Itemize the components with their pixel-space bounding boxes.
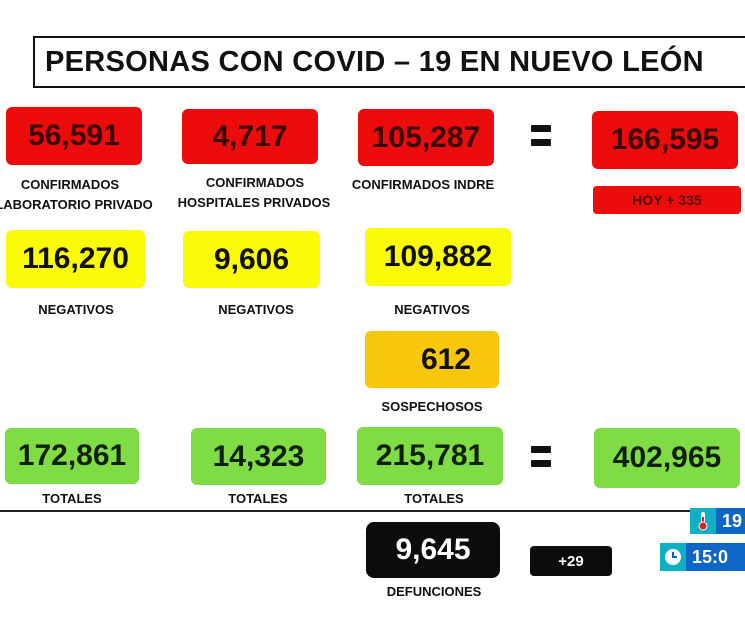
- thermometer-icon: [690, 508, 716, 534]
- totals-indre-label: TOTALES: [404, 491, 464, 506]
- confirmed-lab-label-line1: CONFIRMADOS: [20, 177, 120, 192]
- confirmed-indre-value: 105,287: [358, 109, 494, 166]
- negative-hosp-label: NEGATIVOS: [218, 302, 294, 317]
- confirmed-hosp-label-line1: CONFIRMADOS: [205, 175, 305, 190]
- totals-hosp-label: TOTALES: [228, 491, 288, 506]
- negative-lab-private-value: 116,270: [6, 230, 145, 288]
- clock-time: 15:0: [692, 546, 729, 567]
- confirmed-hosp-label-line2: HOSPITALES PRIVADOS: [177, 195, 331, 210]
- divider-line: [0, 510, 745, 512]
- negative-hosp-private-value: 9,606: [183, 231, 320, 288]
- page-title: PERSONAS CON COVID – 19 EN NUEVO LEÓN: [33, 36, 745, 88]
- clock-icon: [660, 543, 686, 571]
- negative-indre-label: NEGATIVOS: [394, 302, 470, 317]
- deaths-label: DEFUNCIONES: [386, 584, 482, 599]
- totals-hosp-private-value: 14,323: [191, 428, 326, 485]
- confirmed-indre-label: CONFIRMADOS INDRE: [351, 177, 495, 192]
- negative-indre-value: 109,882: [365, 228, 511, 286]
- temperature-value: 19: [722, 510, 743, 531]
- negative-lab-label: NEGATIVOS: [38, 302, 114, 317]
- totals-indre-value: 215,781: [357, 427, 503, 485]
- confirmed-today-badge: HOY + 335: [593, 186, 741, 214]
- temperature-widget: 19: [690, 508, 745, 534]
- suspected-value: 612: [365, 331, 499, 388]
- totals-lab-private-value: 172,861: [5, 428, 139, 484]
- equals-sign-totals: [531, 446, 551, 468]
- equals-sign: [531, 125, 551, 147]
- confirmed-lab-label-line2: LABORATORIO PRIVADO: [0, 197, 153, 212]
- clock-widget: 15:0: [660, 543, 745, 571]
- confirmed-total-value: 166,595: [592, 111, 738, 169]
- suspected-label: SOSPECHOSOS: [381, 399, 483, 414]
- deaths-value: 9,645: [366, 522, 500, 578]
- deaths-delta-badge: +29: [530, 546, 612, 576]
- confirmed-lab-private-value: 56,591: [6, 107, 142, 165]
- totals-lab-label: TOTALES: [42, 491, 102, 506]
- confirmed-hosp-private-value: 4,717: [182, 109, 318, 164]
- totals-total-value: 402,965: [594, 428, 740, 488]
